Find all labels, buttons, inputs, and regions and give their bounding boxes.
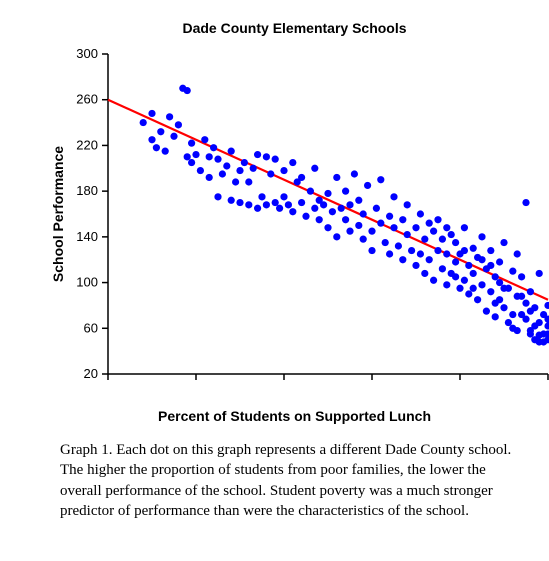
svg-text:300: 300 bbox=[76, 46, 98, 61]
svg-text:180: 180 bbox=[76, 183, 98, 198]
svg-text:80: 80 bbox=[453, 382, 467, 384]
chart-caption: Graph 1. Each dot on this graph represen… bbox=[60, 440, 519, 521]
svg-text:100: 100 bbox=[537, 382, 549, 384]
svg-text:40: 40 bbox=[277, 382, 291, 384]
plot-svg: 20 60 100 140 180 220 260 300 0 20 40 60 80 100 bbox=[60, 44, 549, 384]
plot-area: School Performance 206010014018022026030… bbox=[60, 44, 529, 384]
svg-text:0: 0 bbox=[104, 382, 111, 384]
svg-text:220: 220 bbox=[76, 137, 98, 152]
svg-text:140: 140 bbox=[76, 229, 98, 244]
svg-text:260: 260 bbox=[76, 92, 98, 107]
svg-text:20: 20 bbox=[84, 366, 98, 381]
svg-text:60: 60 bbox=[84, 320, 98, 335]
y-axis-label: School Performance bbox=[50, 146, 66, 282]
x-axis-label: Percent of Students on Supported Lunch bbox=[60, 408, 529, 424]
svg-text:60: 60 bbox=[365, 382, 379, 384]
scatter-chart: Dade County Elementary Schools School Pe… bbox=[20, 20, 529, 521]
svg-text:20: 20 bbox=[189, 382, 203, 384]
chart-title: Dade County Elementary Schools bbox=[60, 20, 529, 36]
svg-text:100: 100 bbox=[76, 275, 98, 290]
